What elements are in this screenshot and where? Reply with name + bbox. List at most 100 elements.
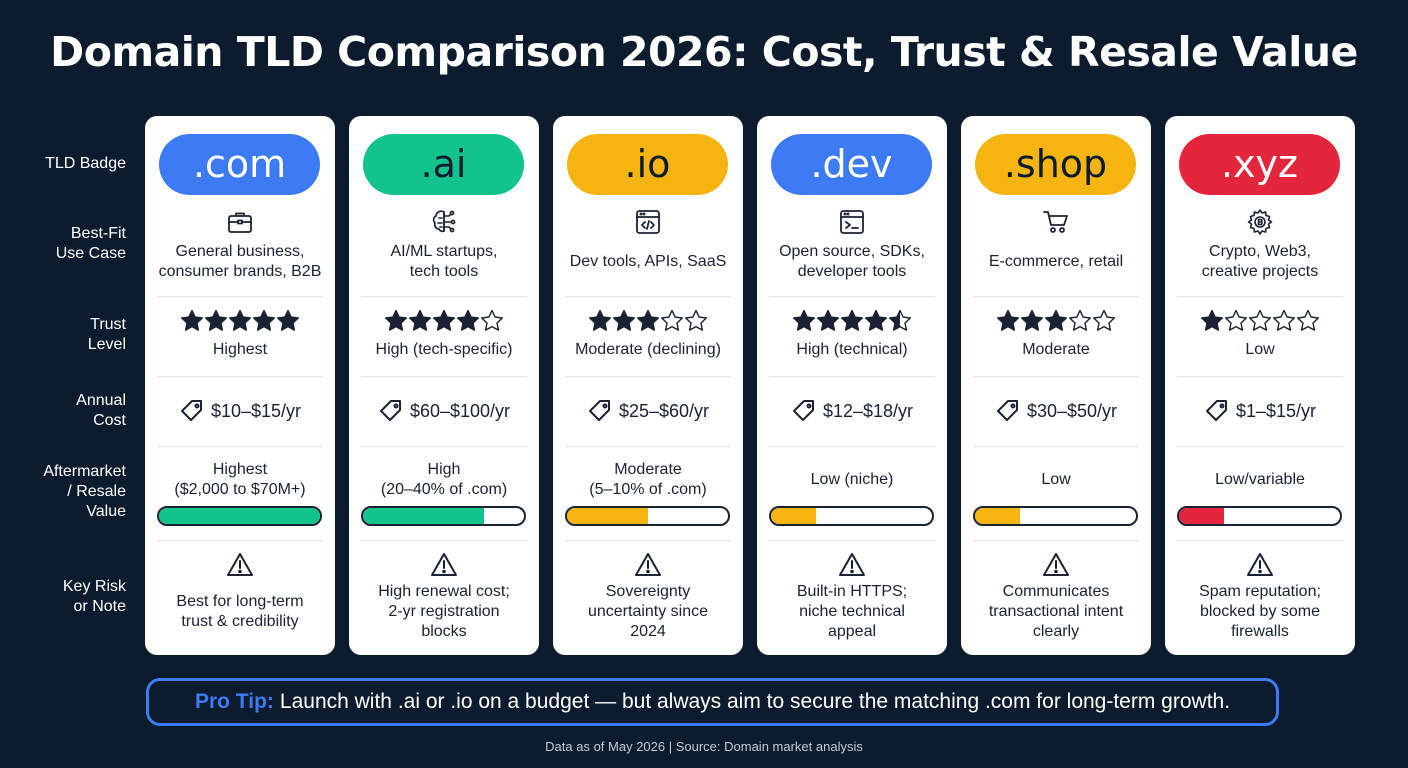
trust-level-text: High (technical) [796,341,908,358]
star-empty-icon [661,309,683,331]
divider [769,540,935,541]
divider [1177,446,1343,447]
trust-level-text: High (tech-specific) [375,341,513,358]
star-full-icon [385,309,407,331]
star-empty-icon [1069,309,1091,331]
resale-value-bar [565,506,730,526]
annual-cost-text: $10–$15/yr [210,400,302,421]
annual-cost: $60–$100/yr [349,396,539,426]
pro-tip-lead: Pro Tip: [194,690,274,713]
briefcase-icon [225,207,255,237]
tld-badge: .com [159,134,320,195]
tld-badge: .dev [771,134,932,195]
trust-stars [757,308,947,338]
star-full-icon [997,309,1019,331]
resale-value-bar [1177,506,1342,526]
divider [769,376,935,377]
use-case-text: E-commerce, retail [988,253,1124,270]
trust-stars [553,308,743,338]
resale-value-bar [973,506,1138,526]
annual-cost-text: $60–$100/yr [409,400,511,421]
star-empty-icon [1273,309,1295,331]
star-empty-icon [481,309,503,331]
resale-value-bar [157,506,322,526]
row-label-risk: Key Risk or Note [62,578,126,615]
divider [769,296,935,297]
divider [361,446,527,447]
price-tag-icon [791,398,823,424]
trust-level-text: Low [1245,341,1275,358]
tld-badge: .xyz [1179,134,1340,195]
use-case-text: Crypto, Web3, creative projects [1201,243,1319,280]
warning-icon [1246,551,1274,579]
star-full-icon [433,309,455,331]
divider [157,376,323,377]
row-label-cost: Annual Cost [76,392,126,429]
star-full-icon [229,309,251,331]
star-full-icon [1201,309,1223,331]
annual-cost: $12–$18/yr [757,396,947,426]
key-risk-text: Spam reputation; blocked by some firewal… [1199,583,1321,640]
annual-cost: $1–$15/yr [1165,396,1355,426]
annual-cost-text: $1–$15/yr [1235,400,1317,421]
key-risk-text: Best for long-term trust & credibility [176,593,304,630]
star-full-icon [205,309,227,331]
resale-value-text: Low (niche) [810,471,894,488]
trust-level-text: Moderate [1022,341,1090,358]
key-risk-text: Built-in HTTPS; niche technical appeal [796,583,908,640]
price-tag-icon [179,398,211,424]
resale-value-text: Low [1041,471,1071,488]
divider [361,376,527,377]
star-empty-icon [1249,309,1271,331]
shopping-cart-icon [1041,207,1071,237]
annual-cost-text: $30–$50/yr [1026,400,1118,421]
annual-cost: $30–$50/yr [961,396,1151,426]
tld-badge: .shop [975,134,1136,195]
divider [973,296,1139,297]
tld-card: .io Dev tools, APIs, SaaS Moderate (declin… [553,116,743,655]
tld-badge: .io [567,134,728,195]
tld-cards: .com General business, consumer brands, B… [145,116,1357,656]
star-full-icon [613,309,635,331]
star-empty-icon [1225,309,1247,331]
resale-value-bar-fill [975,508,1021,524]
resale-value-text: Highest ($2,000 to $70M+) [174,461,306,498]
star-full-icon [817,309,839,331]
star-full-icon [277,309,299,331]
divider [973,446,1139,447]
use-case-text: Open source, SDKs, developer tools [779,243,925,280]
row-label-badge: TLD Badge [45,155,126,172]
trust-stars [961,308,1151,338]
trust-stars [145,308,335,338]
warning-icon [634,551,662,579]
resale-value-bar-fill [159,508,320,524]
resale-value-bar [769,506,934,526]
star-full-icon [181,309,203,331]
star-full-icon [1021,309,1043,331]
footer-source: Data as of May 2026 | Source: Domain mar… [545,739,863,754]
trust-level-text: Moderate (declining) [575,341,721,358]
use-case-text: General business, consumer brands, B2B [158,243,322,280]
resale-value-text: High (20–40% of .com) [380,461,508,498]
divider [1177,540,1343,541]
key-risk-text: Sovereignty uncertainty since 2024 [587,583,709,640]
star-full-icon [637,309,659,331]
divider [565,376,731,377]
row-labels: TLD Badge Best-Fit Use Case Trust Level … [0,0,140,768]
divider [769,446,935,447]
divider [157,296,323,297]
divider [361,540,527,541]
star-empty-icon [1297,309,1319,331]
resale-value-text: Low/variable [1215,471,1305,488]
star-full-icon [865,309,887,331]
row-label-trust: Trust Level [87,316,126,353]
row-label-resale: Aftermarket / Resale Value [43,463,126,520]
code-window-icon [633,207,663,237]
page-title: Domain TLD Comparison 2026: Cost, Trust … [50,28,1358,76]
tld-card: .xyz Crypto, Web3, creative projects Low $1… [1165,116,1355,655]
use-case-text: Dev tools, APIs, SaaS [569,253,727,270]
resale-value-bar-fill [363,508,484,524]
pro-tip-banner: Pro Tip: Launch with .ai or .io on a bud… [146,678,1279,726]
annual-cost-text: $25–$60/yr [618,400,710,421]
divider [1177,296,1343,297]
